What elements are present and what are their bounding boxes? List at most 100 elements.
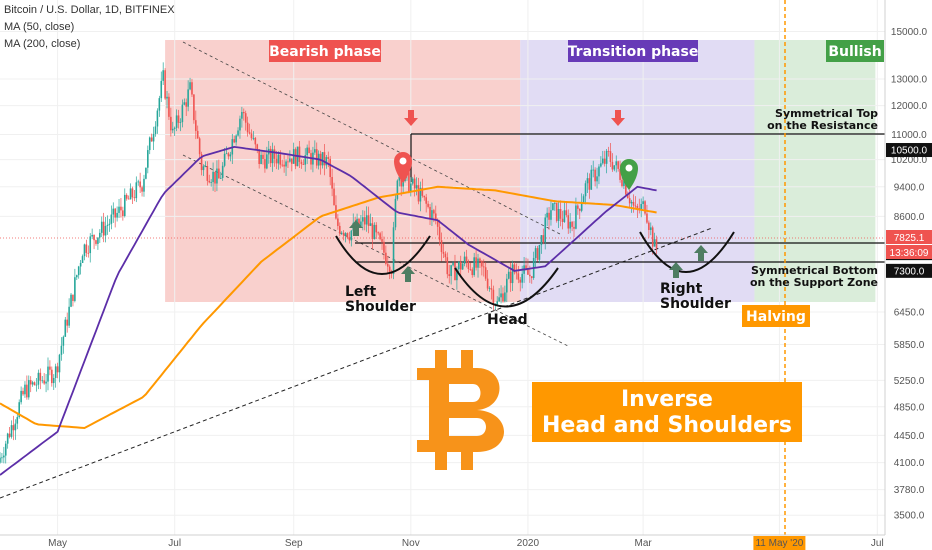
candle-body (31, 382, 34, 385)
candle-body (87, 252, 90, 254)
candle-body (578, 208, 581, 211)
candle-body (254, 137, 257, 145)
candle-body (191, 82, 193, 95)
candle-body (41, 380, 44, 382)
candle-body (145, 167, 147, 179)
price-tick-label: 9400.0 (894, 182, 925, 193)
candle-body (561, 218, 564, 222)
candle-body (187, 89, 189, 107)
time-tick-label: May (48, 538, 67, 549)
candle-body (649, 227, 652, 230)
ma-200-line (0, 185, 657, 430)
candle-body (164, 70, 166, 99)
candle-body (642, 201, 644, 205)
candle-body (582, 196, 585, 203)
candle-body (600, 163, 602, 167)
candle-body (244, 113, 247, 123)
candle-body (241, 112, 243, 119)
candle-body (175, 115, 178, 128)
candle-body (538, 244, 541, 260)
candle-body (81, 256, 84, 263)
candle-body (504, 292, 506, 302)
candle-body (118, 206, 120, 213)
candle-body (331, 177, 333, 189)
candle-body (183, 102, 186, 105)
candle-body (500, 293, 502, 298)
candle-body (227, 153, 230, 157)
candle-body (626, 194, 629, 199)
candle-body (502, 293, 504, 302)
candle-body (170, 116, 172, 131)
candle-body (550, 210, 552, 220)
candle-body (392, 227, 395, 274)
candle-body (185, 102, 188, 107)
candle-body (557, 209, 560, 221)
candle-body (513, 264, 516, 273)
candle-body (294, 149, 297, 167)
candle-body (646, 213, 648, 223)
candle-body (607, 150, 610, 152)
candle-body (18, 402, 20, 418)
candle-body (636, 206, 639, 209)
candle-body (3, 455, 5, 458)
candle-body (350, 230, 353, 241)
candle-body (195, 120, 197, 131)
candle-body (342, 232, 345, 236)
candle-body (371, 223, 374, 240)
candle-body (473, 257, 475, 276)
candle-body (484, 267, 487, 279)
candle-body (536, 248, 539, 260)
candle-body (308, 147, 310, 154)
candle-body (475, 257, 477, 268)
candle-body (1, 457, 3, 459)
candle-body (625, 181, 627, 195)
candle-body (603, 158, 606, 164)
time-tick-label: 11 May '20 (755, 538, 803, 549)
candle-body (315, 149, 318, 166)
candle-body (189, 82, 191, 90)
current-price-tag: 7825.1 (894, 233, 925, 244)
candle-body (135, 182, 138, 199)
candle-body (344, 233, 347, 236)
candle-body (634, 205, 637, 207)
candle-body (644, 201, 646, 214)
candle-body (125, 194, 128, 199)
candle-body (431, 210, 433, 219)
candle-body (580, 202, 583, 211)
candle-body (496, 301, 499, 305)
candle-body (137, 181, 140, 183)
candle-body (529, 274, 531, 277)
candle-body (623, 181, 625, 187)
candle-body (481, 260, 483, 267)
candle-body (64, 319, 67, 337)
candle-body (411, 178, 414, 184)
candle-body (337, 218, 339, 226)
candle-body (469, 269, 472, 270)
candle-body (114, 208, 116, 218)
price-tick-label: 3500.0 (894, 511, 925, 522)
candle-body (133, 197, 136, 199)
candle-body (498, 297, 500, 302)
symbol-title: Bitcoin / U.S. Dollar, 1D, BITFINEX (4, 4, 175, 16)
candle-body (594, 169, 596, 182)
left-shoulder-arc (335, 235, 431, 275)
arrow-up-icon (349, 220, 363, 236)
candle-body (271, 149, 274, 164)
candle-body (577, 205, 579, 209)
candle-body (373, 224, 376, 240)
candle-body (490, 288, 493, 290)
candle-body (22, 390, 24, 395)
pattern-title-line1: Inverse (621, 387, 713, 412)
candle-body (362, 217, 364, 222)
price-tick-label: 12000.0 (891, 101, 928, 112)
candle-body (463, 256, 466, 264)
candle-body (427, 203, 429, 207)
pattern-title-bg (532, 382, 802, 442)
candle-body (68, 306, 70, 326)
price-tick-label: 13000.0 (891, 75, 928, 86)
candle-body (400, 176, 403, 187)
candle-body (219, 177, 222, 179)
candle-body (243, 112, 245, 114)
candle-body (507, 271, 510, 279)
